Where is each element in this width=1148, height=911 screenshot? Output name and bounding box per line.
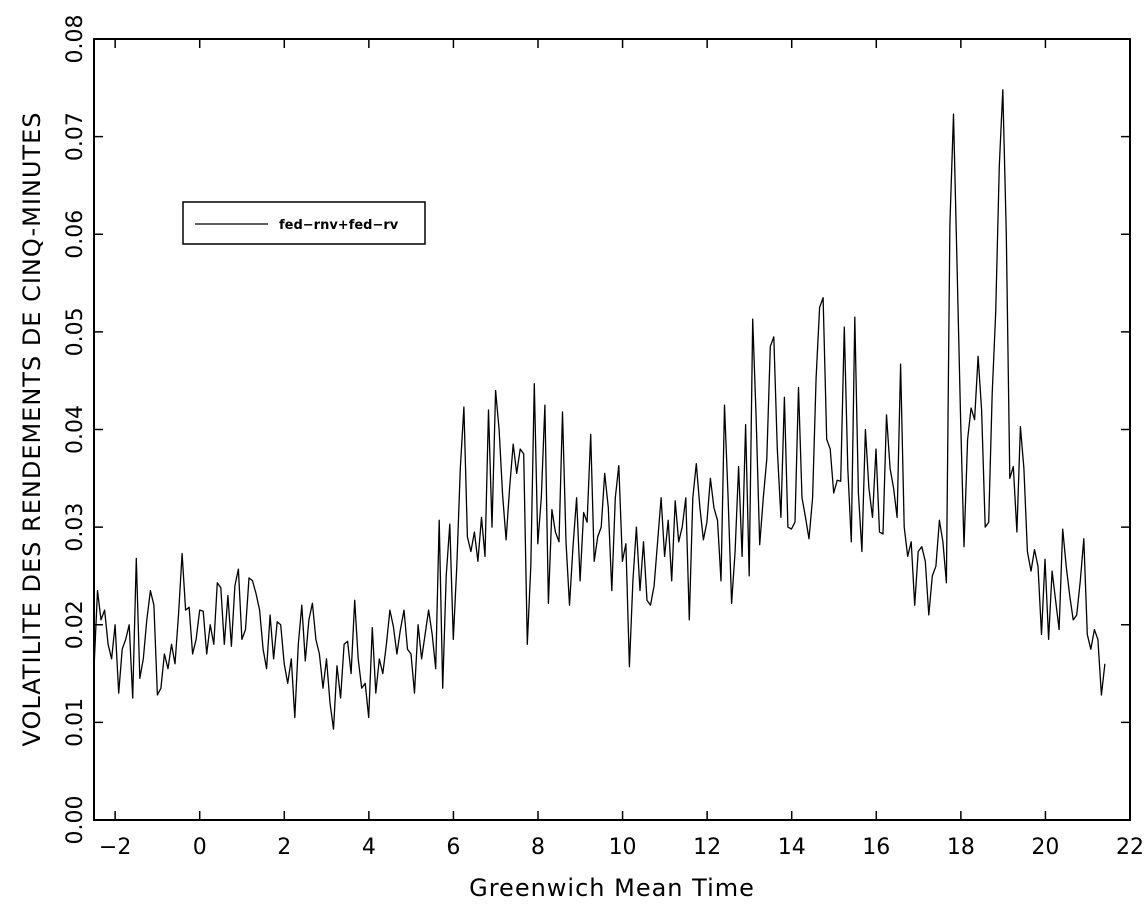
x-tick-label: −2 — [99, 835, 131, 860]
y-axis-title: VOLATILITE DES RENDEMENTS DE CINQ-MINUTE… — [18, 112, 46, 747]
y-tick-label: 0.00 — [63, 796, 88, 845]
y-tick-label: 0.03 — [63, 503, 88, 552]
x-tick-label: 16 — [862, 835, 890, 860]
y-tick-label: 0.05 — [63, 307, 88, 356]
x-tick-label: 20 — [1031, 835, 1059, 860]
x-tick-label: 18 — [947, 835, 975, 860]
y-tick-label: 0.06 — [63, 210, 88, 259]
plot-frame — [93, 38, 1131, 821]
y-tick-label: 0.08 — [63, 15, 88, 64]
x-tick-label: 4 — [362, 835, 376, 860]
x-tick-label: 8 — [531, 835, 545, 860]
y-axis-ticks: 0.00 0.01 0.02 0.03 0.04 0.05 0.06 0.07 0.08 — [63, 15, 1130, 845]
y-tick-label: 0.07 — [63, 112, 88, 161]
legend: fed−rnv+fed−rv — [182, 201, 426, 245]
y-tick-label: 0.04 — [63, 405, 88, 454]
x-tick-label: 6 — [446, 835, 460, 860]
series-layer — [93, 89, 1106, 730]
y-tick-label: 0.02 — [63, 600, 88, 649]
x-tick-label: 10 — [609, 835, 637, 860]
y-tick-label: 0.01 — [63, 698, 88, 747]
x-tick-label: 22 — [1116, 835, 1144, 860]
legend-box — [182, 201, 426, 245]
x-tick-label: 0 — [193, 835, 207, 860]
x-axis-ticks: −2 0 2 4 6 8 10 12 14 16 18 20 22 — [99, 39, 1144, 860]
x-tick-label: 12 — [693, 835, 721, 860]
x-tick-label: 14 — [778, 835, 806, 860]
x-tick-label: 2 — [277, 835, 291, 860]
series-line — [93, 89, 1106, 730]
legend-label: fed−rnv+fed−rv — [279, 218, 399, 233]
x-axis-title: Greenwich Mean Time — [469, 874, 755, 902]
